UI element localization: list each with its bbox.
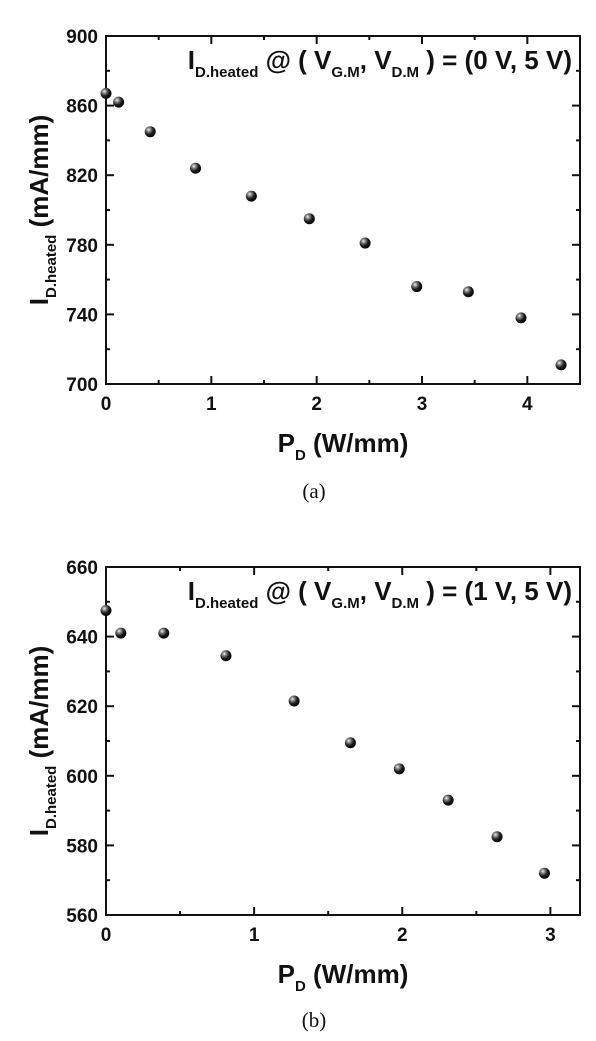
y-axis-label: ID.heated (mA/mm) <box>24 646 60 837</box>
y-tick-label: 620 <box>66 697 98 718</box>
figure-caption: (b) <box>302 1008 327 1032</box>
data-point <box>344 737 356 749</box>
annotation-part: ) = (0 V, 5 V) <box>419 45 572 75</box>
x-tick-label: 0 <box>101 925 112 946</box>
data-point <box>115 627 127 639</box>
annotation-subscript: D.M <box>392 64 420 81</box>
x-axis-label-sub: D <box>295 447 306 464</box>
x-axis-label-unit: (W/mm) <box>306 959 409 989</box>
annotation-part: ) = (1 V, 5 V) <box>419 576 572 606</box>
y-axis-label-main: I <box>24 829 54 836</box>
y-tick-label: 900 <box>66 27 98 48</box>
annotation-subscript: D.heated <box>195 595 258 612</box>
x-tick-label: 0 <box>101 394 112 415</box>
annotation-subscript: G.M <box>331 64 359 81</box>
x-axis-label-main: P <box>278 428 295 458</box>
y-axis-label-sub: D.heated <box>43 235 60 298</box>
y-tick-label: 700 <box>66 375 98 396</box>
annotation-part: I <box>188 576 195 606</box>
x-axis-label: PD (W/mm) <box>278 959 409 995</box>
data-point <box>303 213 315 225</box>
y-axis-label: ID.heated (mA/mm) <box>24 115 60 306</box>
data-point <box>491 831 503 843</box>
y-tick-label: 820 <box>66 166 98 187</box>
y-tick-label: 600 <box>66 767 98 788</box>
data-point <box>288 695 300 707</box>
y-tick-label: 560 <box>66 906 98 927</box>
annotation-text: ID.heated @ ( VG.M, VD.M ) = (1 V, 5 V) <box>188 576 572 612</box>
data-point <box>144 126 156 138</box>
data-point <box>359 237 371 249</box>
y-tick-label: 640 <box>66 628 98 649</box>
annotation-part: , V <box>360 576 392 606</box>
data-point <box>393 763 405 775</box>
data-point <box>220 650 232 662</box>
data-point <box>158 627 170 639</box>
x-tick-label: 4 <box>522 394 533 415</box>
figure-caption: (a) <box>302 479 325 503</box>
data-point <box>555 359 567 371</box>
data-point <box>190 162 202 174</box>
data-point <box>515 312 527 324</box>
y-tick-label: 780 <box>66 236 98 257</box>
data-point <box>100 87 112 99</box>
y-tick-label: 580 <box>66 836 98 857</box>
annotation-text: ID.heated @ ( VG.M, VD.M ) = (0 V, 5 V) <box>188 45 572 81</box>
data-point <box>462 286 474 298</box>
annotation-subscript: G.M <box>331 595 359 612</box>
x-tick-label: 2 <box>311 394 322 415</box>
x-tick-label: 2 <box>397 925 408 946</box>
data-point <box>442 794 454 806</box>
annotation-subscript: D.heated <box>195 64 258 81</box>
x-tick-label: 1 <box>249 925 260 946</box>
y-axis-label-unit: (mA/mm) <box>24 646 54 766</box>
x-axis-label-main: P <box>278 959 295 989</box>
annotation-part: I <box>188 45 195 75</box>
data-point <box>100 605 112 616</box>
data-point <box>411 281 423 293</box>
data-point <box>113 96 125 108</box>
x-axis-label-sub: D <box>295 978 306 995</box>
annotation-part: @ ( V <box>258 45 332 75</box>
data-point <box>538 867 550 879</box>
x-tick-label: 3 <box>417 394 428 415</box>
annotation-subscript: D.M <box>392 595 420 612</box>
x-axis-label: PD (W/mm) <box>278 428 409 464</box>
y-tick-label: 740 <box>66 305 98 326</box>
y-axis-label-main: I <box>24 298 54 305</box>
x-tick-label: 3 <box>545 925 556 946</box>
x-axis-label-unit: (W/mm) <box>306 428 409 458</box>
data-point <box>245 190 257 202</box>
x-tick-label: 1 <box>206 394 217 415</box>
y-axis-label-sub: D.heated <box>43 766 60 829</box>
annotation-part: , V <box>360 45 392 75</box>
y-tick-label: 860 <box>66 97 98 118</box>
y-tick-label: 660 <box>66 558 98 579</box>
plot-frame <box>105 35 581 385</box>
annotation-part: @ ( V <box>258 576 332 606</box>
plot-frame <box>105 566 581 916</box>
y-axis-label-unit: (mA/mm) <box>24 115 54 235</box>
